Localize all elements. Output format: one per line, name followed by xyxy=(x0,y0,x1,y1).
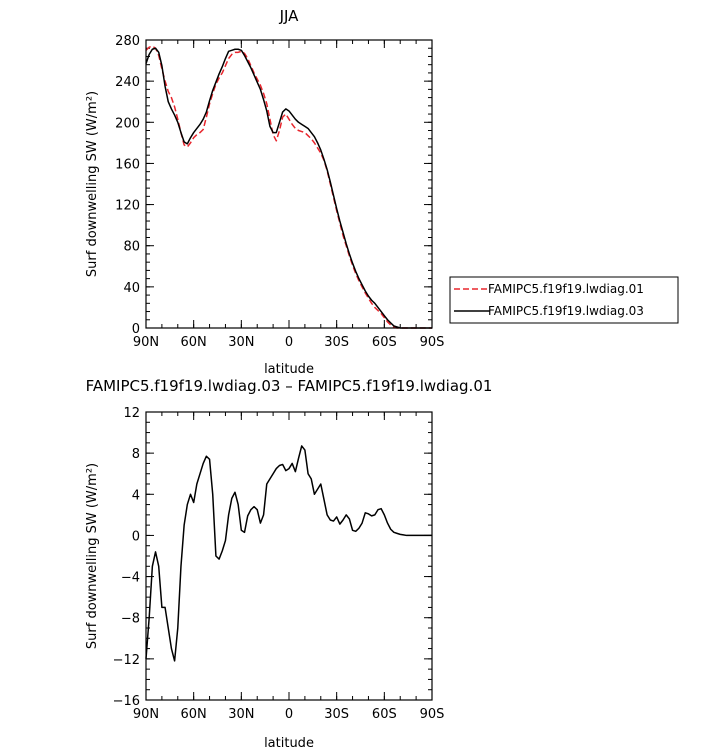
x-tick-label: 0 xyxy=(285,707,293,722)
bottom-series-line-1 xyxy=(145,445,432,662)
y-tick-label: 120 xyxy=(115,199,140,214)
top-x-axis-label: latitude xyxy=(264,362,314,377)
y-tick-label: 40 xyxy=(123,281,140,296)
top-y-axis-label: Surf downwelling SW (W/m²) xyxy=(85,91,100,277)
y-tick-label: 8 xyxy=(132,447,140,462)
y-tick-label: −8 xyxy=(121,612,140,627)
x-tick-label: 30S xyxy=(324,707,349,722)
x-tick-label: 90N xyxy=(133,707,159,722)
y-tick-label: 12 xyxy=(123,406,140,421)
x-tick-label: 60N xyxy=(181,707,207,722)
x-tick-label: 90S xyxy=(420,707,445,722)
legend-label-series-1: FAMIPC5.f19f19.lwdiag.01 xyxy=(488,282,644,296)
x-tick-label: 0 xyxy=(285,335,293,350)
top-plot-frame xyxy=(145,39,433,329)
bottom-x-axis-label: latitude xyxy=(264,736,314,751)
bottom-y-tick-labels: −16 −12 −8 −4 0 4 8 12 xyxy=(113,406,140,709)
x-tick-label: 30N xyxy=(228,707,254,722)
top-series-lines xyxy=(145,45,432,329)
top-series-line-1 xyxy=(145,45,432,329)
bottom-plot-frame xyxy=(145,411,433,701)
top-panel: JJA 90N 60N 30N 0 30S 60S 90S 0 40 80 120 160 200 24… xyxy=(85,7,679,377)
bottom-panel: FAMIPC5.f19f19.lwdiag.03 – FAMIPC5.f19f1… xyxy=(85,377,492,751)
y-tick-label: 4 xyxy=(132,488,140,503)
top-x-tick-labels: 90N 60N 30N 0 30S 60S 90S xyxy=(133,335,445,350)
y-tick-label: 0 xyxy=(132,322,140,337)
x-tick-label: 90S xyxy=(420,335,445,350)
y-tick-label: 80 xyxy=(123,240,140,255)
y-tick-label: 200 xyxy=(115,116,140,131)
bottom-y-axis-label: Surf downwelling SW (W/m²) xyxy=(85,463,100,649)
legend: FAMIPC5.f19f19.lwdiag.01 FAMIPC5.f19f19.… xyxy=(449,276,679,324)
bottom-chart-title: FAMIPC5.f19f19.lwdiag.03 – FAMIPC5.f19f1… xyxy=(86,377,493,395)
bottom-series-lines xyxy=(145,445,432,662)
top-axis-ticks xyxy=(145,39,433,329)
y-tick-label: 280 xyxy=(115,34,140,49)
y-tick-label: 240 xyxy=(115,75,140,90)
top-series-line-2 xyxy=(145,47,432,329)
x-tick-label: 30N xyxy=(228,335,254,350)
legend-box xyxy=(449,276,679,324)
x-tick-label: 60N xyxy=(181,335,207,350)
y-tick-label: −12 xyxy=(113,653,140,668)
y-tick-label: 160 xyxy=(115,157,140,172)
top-y-tick-labels: 0 40 80 120 160 200 240 280 xyxy=(115,34,140,337)
x-tick-label: 60S xyxy=(372,707,397,722)
x-tick-label: 60S xyxy=(372,335,397,350)
top-chart-title: JJA xyxy=(279,7,300,25)
bottom-x-tick-labels: 90N 60N 30N 0 30S 60S 90S xyxy=(133,707,445,722)
x-tick-label: 30S xyxy=(324,335,349,350)
bottom-axis-ticks xyxy=(145,411,433,701)
y-tick-label: −4 xyxy=(121,571,140,586)
y-tick-label: 0 xyxy=(132,529,140,544)
y-tick-label: −16 xyxy=(113,694,140,709)
legend-label-series-2: FAMIPC5.f19f19.lwdiag.03 xyxy=(488,304,644,318)
x-tick-label: 90N xyxy=(133,335,159,350)
